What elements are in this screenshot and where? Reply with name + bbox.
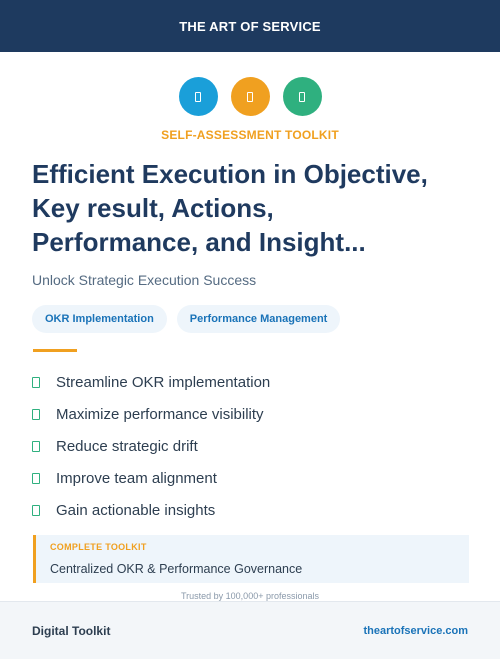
check-icon (32, 408, 40, 420)
list-item: Reduce strategic drift (32, 430, 270, 462)
tag-list: OKR Implementation Performance Managemen… (32, 305, 341, 333)
brand-name: THE ART OF SERVICE (179, 18, 321, 34)
icon-row (0, 77, 500, 116)
callout-kicker: COMPLETE TOOLKIT (50, 542, 147, 552)
check-icon (32, 440, 40, 452)
subtitle: Unlock Strategic Execution Success (32, 272, 257, 288)
footer-bar: Digital Toolkit theartofservice.com (0, 601, 500, 659)
check-icon (32, 472, 40, 484)
footer-label: Digital Toolkit (32, 623, 111, 638)
benefit-list: Streamline OKR implementation Maximize p… (32, 366, 270, 526)
list-item: Maximize performance visibility (32, 398, 270, 430)
callout-text: Centralized OKR & Performance Governance (50, 562, 303, 576)
accent-divider (33, 349, 77, 352)
list-item: Streamline OKR implementation (32, 366, 270, 398)
benefit-text: Streamline OKR implementation (56, 373, 271, 391)
doc-icon (299, 91, 305, 102)
benefit-text: Reduce strategic drift (56, 437, 198, 455)
trusted-note: Trusted by 100,000+ professionals (180, 591, 319, 601)
page-title: Efficient Execution in Objective, Key re… (32, 157, 482, 259)
title-line: Efficient Execution in Objective, (32, 159, 428, 189)
check-icon (32, 504, 40, 516)
list-item: Gain actionable insights (32, 494, 270, 526)
doc-icon-green (282, 77, 322, 116)
complete-toolkit-callout: COMPLETE TOOLKIT Centralized OKR & Perfo… (33, 535, 469, 583)
list-item: Improve team alignment (32, 462, 270, 494)
toolkit-kicker: SELF-ASSESSMENT TOOLKIT (161, 128, 339, 142)
doc-icon-blue (178, 77, 218, 116)
doc-icon (195, 91, 201, 102)
benefit-text: Maximize performance visibility (56, 405, 264, 423)
doc-icon (247, 91, 253, 102)
tag-performance-management: Performance Management (176, 305, 341, 333)
tag-okr-implementation: OKR Implementation (32, 305, 167, 333)
header-bar: THE ART OF SERVICE (0, 0, 500, 52)
title-line: Performance, and Insight... (32, 227, 366, 257)
benefit-text: Improve team alignment (56, 469, 217, 487)
benefit-text: Gain actionable insights (56, 501, 216, 519)
doc-icon-orange (230, 77, 270, 116)
check-icon (32, 376, 40, 388)
website-link[interactable]: theartofservice.com (363, 624, 468, 637)
title-line: Key result, Actions, (32, 193, 274, 223)
